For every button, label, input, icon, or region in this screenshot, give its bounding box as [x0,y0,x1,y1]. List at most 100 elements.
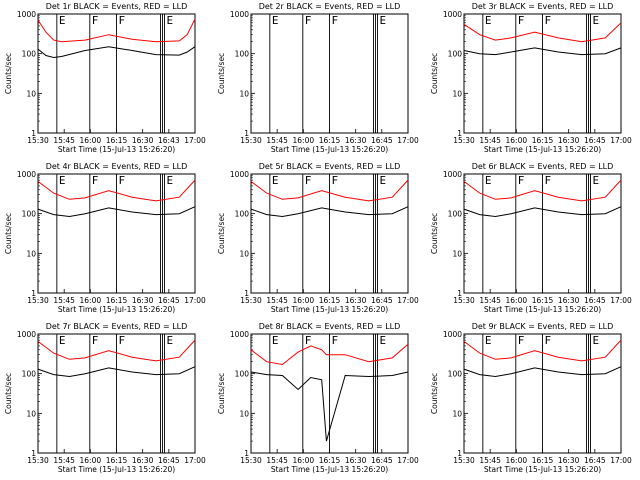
marker-label: F [305,334,312,347]
x-axis-label: Start Time (15-Jul-13 15:26:20) [484,465,601,474]
events-series-line [37,366,196,378]
detector-chart-5: Det 5r BLACK = Events, RED = LLD 1 10 100 10… [217,162,419,314]
lld-series-line [463,179,622,202]
marker-label: F [545,334,552,347]
x-tick-label: 17:00 [397,456,419,465]
y-axis-label: Counts/sec [4,373,13,414]
marker-label: E [59,334,66,347]
y-tick-label: 100 [448,210,463,219]
x-tick-label: 16:00 [506,296,528,305]
x-tick-label: 15:45 [266,456,288,465]
x-tick-label: 15:45 [53,136,75,145]
y-axis-label: Counts/sec [430,213,439,254]
y-axis-label: Counts/sec [217,373,226,414]
x-tick-label: 16:00 [506,456,528,465]
x-tick-label: 15:30 [240,296,262,305]
detector-chart-4: Det 4r BLACK = Events, RED = LLD 1 10 100 10… [4,162,206,314]
marker-label: F [545,174,552,187]
y-tick-label: 1 [244,129,249,138]
x-axis-label: Start Time (15-Jul-13 15:26:20) [58,305,175,314]
x-tick-label: 16:30 [345,296,367,305]
x-tick-label: 16:00 [80,296,102,305]
events-series-line [463,47,622,56]
y-tick-label: 100 [22,370,37,379]
x-axis-label: Start Time (15-Jul-13 15:26:20) [58,145,175,154]
y-tick-label: 100 [22,210,37,219]
marker-label: E [592,14,599,27]
events-series-line [463,366,622,378]
x-tick-label: 17:00 [397,296,419,305]
marker-label: E [379,174,386,187]
x-tick-label: 16:30 [558,456,580,465]
marker-label: E [272,14,279,27]
y-tick-label: 1 [244,449,249,458]
marker-label: F [332,174,339,187]
marker-label: E [485,14,492,27]
x-tick-label: 16:45 [584,296,606,305]
x-tick-label: 16:00 [293,296,315,305]
marker-label: F [332,14,339,27]
marker-label: F [92,174,99,187]
marker-label: E [485,334,492,347]
y-tick-label: 1000 [443,330,462,339]
x-tick-label: 17:00 [610,296,632,305]
x-tick-label: 15:45 [53,296,75,305]
marker-label: E [379,14,386,27]
x-tick-label: 16:30 [132,136,154,145]
x-tick-label: 17:00 [184,456,206,465]
y-tick-label: 1 [31,449,36,458]
marker-label: F [518,174,525,187]
y-tick-label: 1000 [443,170,462,179]
marker-label: F [518,334,525,347]
y-axis-label: Counts/sec [430,53,439,94]
y-axis-label: Counts/sec [4,53,13,94]
events-series-line [250,371,409,442]
chart-title: Det 9r BLACK = Events, RED = LLD [472,322,614,331]
x-tick-label: 15:30 [27,136,49,145]
y-tick-label: 1 [31,289,36,298]
x-tick-label: 15:45 [479,456,501,465]
chart-title: Det 1r BLACK = Events, RED = LLD [46,2,188,11]
lld-series-line [37,18,196,43]
y-tick-label: 1000 [230,330,249,339]
detector-chart-7: Det 7r BLACK = Events, RED = LLD 1 10 100 10… [4,322,206,474]
x-tick-label: 17:00 [397,136,419,145]
x-tick-label: 16:00 [293,456,315,465]
y-axis-label: Counts/sec [217,53,226,94]
chart-title: Det 3r BLACK = Events, RED = LLD [472,2,614,11]
y-tick-label: 100 [448,370,463,379]
x-tick-label: 16:45 [158,296,180,305]
marker-label: E [59,14,66,27]
marker-label: F [332,334,339,347]
marker-label: E [272,334,279,347]
x-tick-label: 16:15 [532,456,554,465]
detector-chart-8: Det 8r BLACK = Events, RED = LLD 1 10 100 10… [217,322,419,474]
events-series-line [250,206,409,218]
marker-label: E [272,174,279,187]
y-tick-label: 1 [457,449,462,458]
lld-series-line [37,339,196,362]
x-tick-label: 16:00 [506,136,528,145]
y-tick-label: 1 [457,289,462,298]
x-tick-label: 16:00 [293,136,315,145]
chart-title: Det 5r BLACK = Events, RED = LLD [259,162,401,171]
marker-label: E [379,334,386,347]
y-tick-label: 1000 [17,170,36,179]
events-series-line [37,206,196,218]
x-tick-label: 16:15 [532,296,554,305]
x-tick-label: 16:45 [371,296,393,305]
x-tick-label: 16:43 [158,136,180,145]
x-tick-label: 15:45 [53,456,75,465]
y-tick-label: 10 [239,409,249,418]
x-tick-label: 17:00 [184,296,206,305]
x-axis-label: Start Time (15-Jul-13 15:26:20) [484,305,601,314]
detector-chart-6: Det 6r BLACK = Events, RED = LLD 1 10 100 10… [430,162,632,314]
y-axis-label: Counts/sec [430,373,439,414]
chart-title: Det 2r BLACK = Events, RED = LLD [259,2,401,11]
chart-title: Det 4r BLACK = Events, RED = LLD [46,162,188,171]
chart-title: Det 8r BLACK = Events, RED = LLD [259,322,401,331]
y-tick-label: 1 [457,129,462,138]
y-tick-label: 100 [22,50,37,59]
chart-title: Det 6r BLACK = Events, RED = LLD [472,162,614,171]
